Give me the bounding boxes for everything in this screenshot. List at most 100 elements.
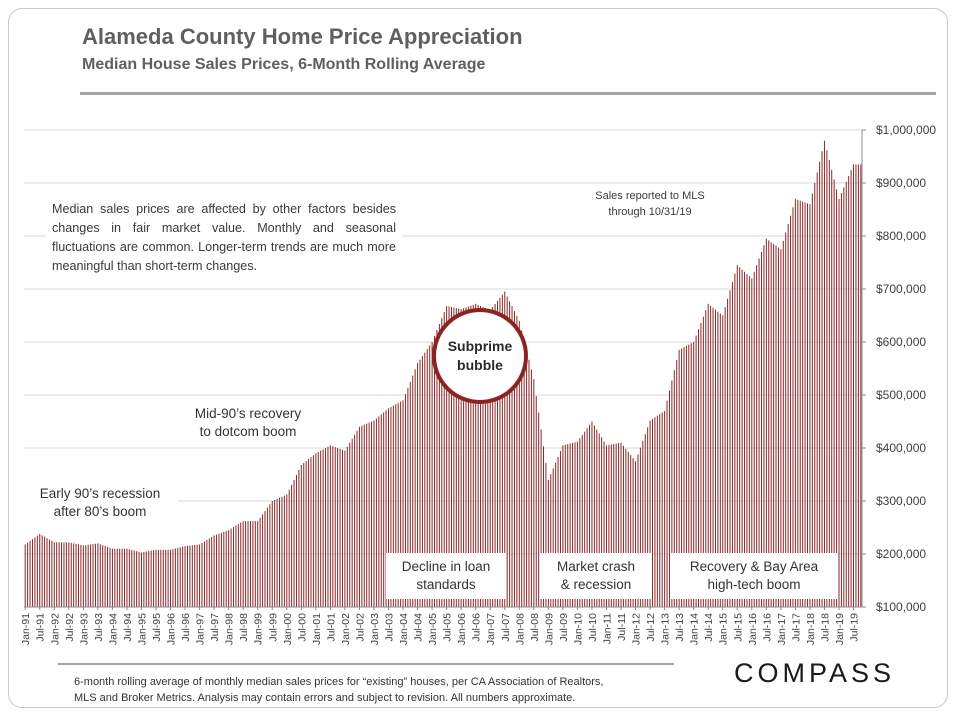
price-bar [562,445,564,607]
recovery-line2: high-tech boom [707,577,801,592]
price-bar [494,304,496,607]
price-bar [140,552,142,607]
price-bar [51,540,53,607]
price-bar [635,461,637,607]
price-bar [465,307,467,607]
price-bar [48,539,50,607]
price-bar [252,521,254,607]
price-bar [136,551,138,607]
price-bar [392,405,394,607]
x-tick-label: Jul-15 [732,613,744,642]
early-90s-line1: Early 90’s recession [39,486,161,501]
x-tick-label: Jul-00 [296,613,308,642]
price-bar [843,187,845,607]
price-bar [194,544,196,607]
price-bar [179,547,181,607]
price-bar [744,271,746,607]
price-bar [426,349,428,607]
price-bar [407,387,409,607]
x-tick-label: Jul-19 [849,613,861,642]
price-bar [312,455,314,607]
price-bar [770,242,772,607]
price-bar [29,540,31,607]
x-tick-label: Jan-15 [718,613,730,645]
price-bar [155,549,157,607]
crash-line1: Market crash [556,559,636,574]
price-bar [107,546,109,607]
y-tick-label: $500,000 [876,388,926,402]
price-bar [119,548,121,607]
price-bar [492,307,494,607]
price-bar [240,522,242,607]
price-bar [821,151,823,607]
price-bar [574,442,576,607]
price-bar [683,347,685,607]
price-bar [153,550,155,607]
price-bar [329,445,331,607]
recovery-callout: Recovery & Bay Area high-tech boom [670,553,838,599]
price-bar [150,550,152,607]
price-bar [559,451,561,607]
price-bar [545,463,547,607]
x-tick-label: Jul-17 [790,613,802,642]
x-tick-label: Jan-18 [805,613,817,645]
x-tick-label: Jul-98 [238,613,250,642]
price-bar [845,181,847,608]
price-bar [395,404,397,607]
price-bar [511,306,513,607]
mid-90s-line2: to dotcom boom [199,424,297,439]
price-bar [480,305,482,607]
price-bar [688,344,690,607]
price-bar [700,322,702,607]
footer-divider [58,663,674,665]
price-bar [220,532,222,607]
x-tick-label: Jul-06 [471,613,483,642]
price-bar [421,356,423,607]
price-bar [860,164,862,607]
price-bar [484,308,486,607]
price-bar [87,544,89,607]
price-bar [639,447,641,607]
x-tick-label: Jul-14 [703,613,715,642]
price-bar [191,545,193,607]
price-bar [332,446,334,607]
price-bar [509,301,511,607]
price-bar [126,548,128,607]
y-tick-label: $900,000 [876,176,926,190]
price-bar [630,455,632,607]
price-bar [765,238,767,607]
price-bar [317,451,319,607]
price-bar [262,514,264,607]
price-bar [228,530,230,607]
price-bar [397,402,399,607]
price-bar [308,459,310,607]
price-bar [349,442,351,607]
price-bar [434,335,436,607]
price-bar [138,551,140,607]
x-tick-label: Jan-00 [282,613,294,645]
x-tick-label: Jul-11 [616,613,628,641]
price-bar [802,201,804,608]
price-bar [581,434,583,607]
price-bar [114,548,116,607]
price-bar [337,448,339,607]
x-tick-label: Jul-12 [645,613,657,642]
x-tick-label: Jul-18 [819,613,831,642]
x-tick-label: Jan-12 [631,613,643,645]
crash-callout: Market crash & recession [540,553,652,599]
price-bar [857,164,859,607]
price-bar [279,497,281,607]
y-tick-label: $800,000 [876,229,926,243]
price-bar [303,463,305,607]
price-bar [128,549,130,607]
price-bar [288,489,290,607]
price-bar [196,544,198,607]
price-bar [666,400,668,607]
price-bar [184,546,186,607]
price-bar [46,538,48,607]
price-bar [375,418,377,607]
price-bar [642,440,644,607]
price-bar [748,276,750,607]
price-bar [470,305,472,607]
price-bar [717,311,719,607]
